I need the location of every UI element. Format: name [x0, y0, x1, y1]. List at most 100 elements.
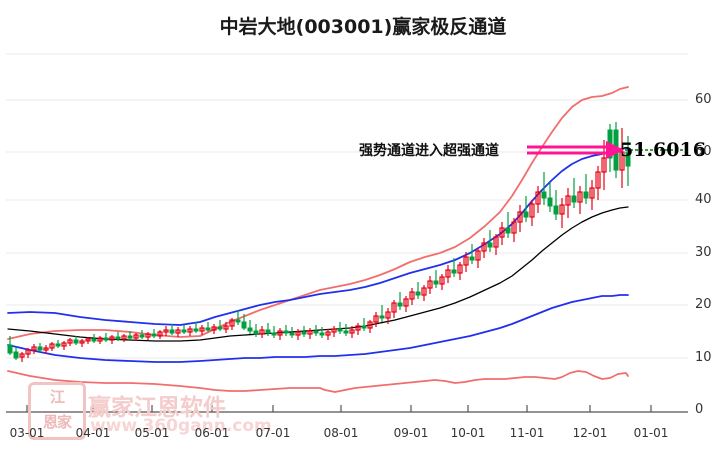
- candle-75: [457, 262, 463, 280]
- x-axis-label-05-01: 05-01: [134, 426, 170, 440]
- candle-67: [409, 288, 415, 305]
- candlestick-layer: [7, 122, 631, 362]
- candle-23: [145, 332, 151, 340]
- candle-83: [505, 212, 511, 238]
- candle-96: [583, 174, 589, 204]
- candle-79: [481, 238, 487, 258]
- candle-85: [517, 205, 523, 232]
- candle-88: [535, 186, 541, 213]
- x-axis-label-09-01: 09-01: [393, 426, 429, 440]
- candle-56: [343, 324, 349, 336]
- candle-92: [559, 198, 565, 228]
- candle-47: [289, 327, 295, 338]
- candle-10: [67, 338, 73, 346]
- candle-45: [277, 328, 283, 340]
- y-axis-label-20: 20: [695, 297, 712, 312]
- candle-1: [13, 347, 19, 360]
- channel-annotation-label: 强势通道进入超强通道: [359, 143, 499, 159]
- x-axis-label-01-01: 01-01: [633, 426, 669, 440]
- candle-69: [421, 285, 427, 301]
- y-axis-label-10: 10: [695, 350, 712, 365]
- candle-68: [415, 282, 421, 299]
- series-mid-line: [7, 206, 629, 342]
- candle-98: [595, 166, 601, 200]
- candle-3: [25, 348, 31, 358]
- candle-63: [385, 308, 391, 324]
- page-title: 中岩大地(003001)赢家极反通道: [219, 16, 507, 38]
- candle-87: [529, 200, 535, 226]
- y-axis-label-0: 0: [695, 402, 704, 417]
- candle-90: [547, 182, 553, 212]
- candle-31: [193, 322, 199, 333]
- annotation-arrow-head: [606, 141, 624, 159]
- x-axis-label-12-01: 12-01: [572, 426, 608, 440]
- x-axis-label-06-01: 06-01: [194, 426, 230, 440]
- axis-layer: [6, 405, 688, 413]
- candle-28: [175, 327, 181, 337]
- candle-33: [205, 322, 211, 332]
- candle-59: [361, 318, 367, 331]
- candle-34: [211, 324, 217, 334]
- y-axis-label-60: 60: [695, 92, 712, 107]
- series-outer-upper-channel: [7, 86, 629, 340]
- candle-55: [337, 322, 343, 334]
- candle-12: [79, 339, 85, 347]
- candle-42: [259, 326, 265, 338]
- candle-20: [127, 331, 133, 340]
- candle-41: [253, 324, 259, 337]
- candle-46: [283, 325, 289, 336]
- series-inner-upper-channel: [7, 147, 629, 326]
- candle-35: [217, 320, 223, 331]
- candle-70: [427, 276, 433, 294]
- candle-37: [229, 318, 235, 330]
- candle-71: [433, 270, 439, 288]
- candle-26: [163, 326, 169, 336]
- candle-29: [181, 325, 187, 334]
- candle-48: [295, 329, 301, 340]
- candle-86: [523, 196, 529, 222]
- candle-94: [571, 178, 577, 208]
- candle-103: [625, 136, 631, 186]
- candle-58: [355, 323, 361, 335]
- y-axis-label-50: 50: [695, 144, 712, 159]
- candle-36: [223, 322, 229, 333]
- candle-93: [565, 188, 571, 218]
- candle-39: [241, 314, 247, 330]
- candle-43: [265, 323, 271, 336]
- gridlines-layer: [6, 53, 688, 359]
- candle-15: [97, 336, 103, 344]
- candle-25: [157, 330, 163, 339]
- x-axis-label-08-01: 08-01: [323, 426, 359, 440]
- candle-6: [43, 345, 49, 354]
- candle-22: [139, 330, 145, 339]
- candle-19: [121, 334, 127, 342]
- y-axis-label-30: 30: [695, 245, 712, 260]
- candle-97: [589, 180, 595, 210]
- candle-65: [397, 292, 403, 310]
- y-axis-label-40: 40: [695, 192, 712, 207]
- x-axis-label-11-01: 11-01: [509, 426, 545, 440]
- candle-21: [133, 333, 139, 341]
- candle-2: [19, 352, 25, 362]
- candle-16: [103, 333, 109, 342]
- candle-8: [55, 340, 61, 348]
- candle-89: [541, 172, 547, 205]
- watermark-url: www.360gann.com: [90, 416, 272, 436]
- candle-73: [445, 265, 451, 283]
- candle-14: [91, 334, 97, 343]
- candle-78: [475, 248, 481, 268]
- candle-61: [373, 312, 379, 327]
- candle-84: [511, 218, 517, 242]
- candle-102: [619, 128, 625, 188]
- current-price-label: 51.6016: [620, 139, 706, 161]
- candle-38: [235, 310, 241, 325]
- candle-66: [403, 296, 409, 312]
- candle-80: [487, 230, 493, 252]
- candle-77: [469, 244, 475, 264]
- candle-13: [85, 337, 91, 344]
- candle-24: [151, 329, 157, 338]
- candle-51: [313, 325, 319, 336]
- series-outer-lower-channel: [7, 370, 629, 393]
